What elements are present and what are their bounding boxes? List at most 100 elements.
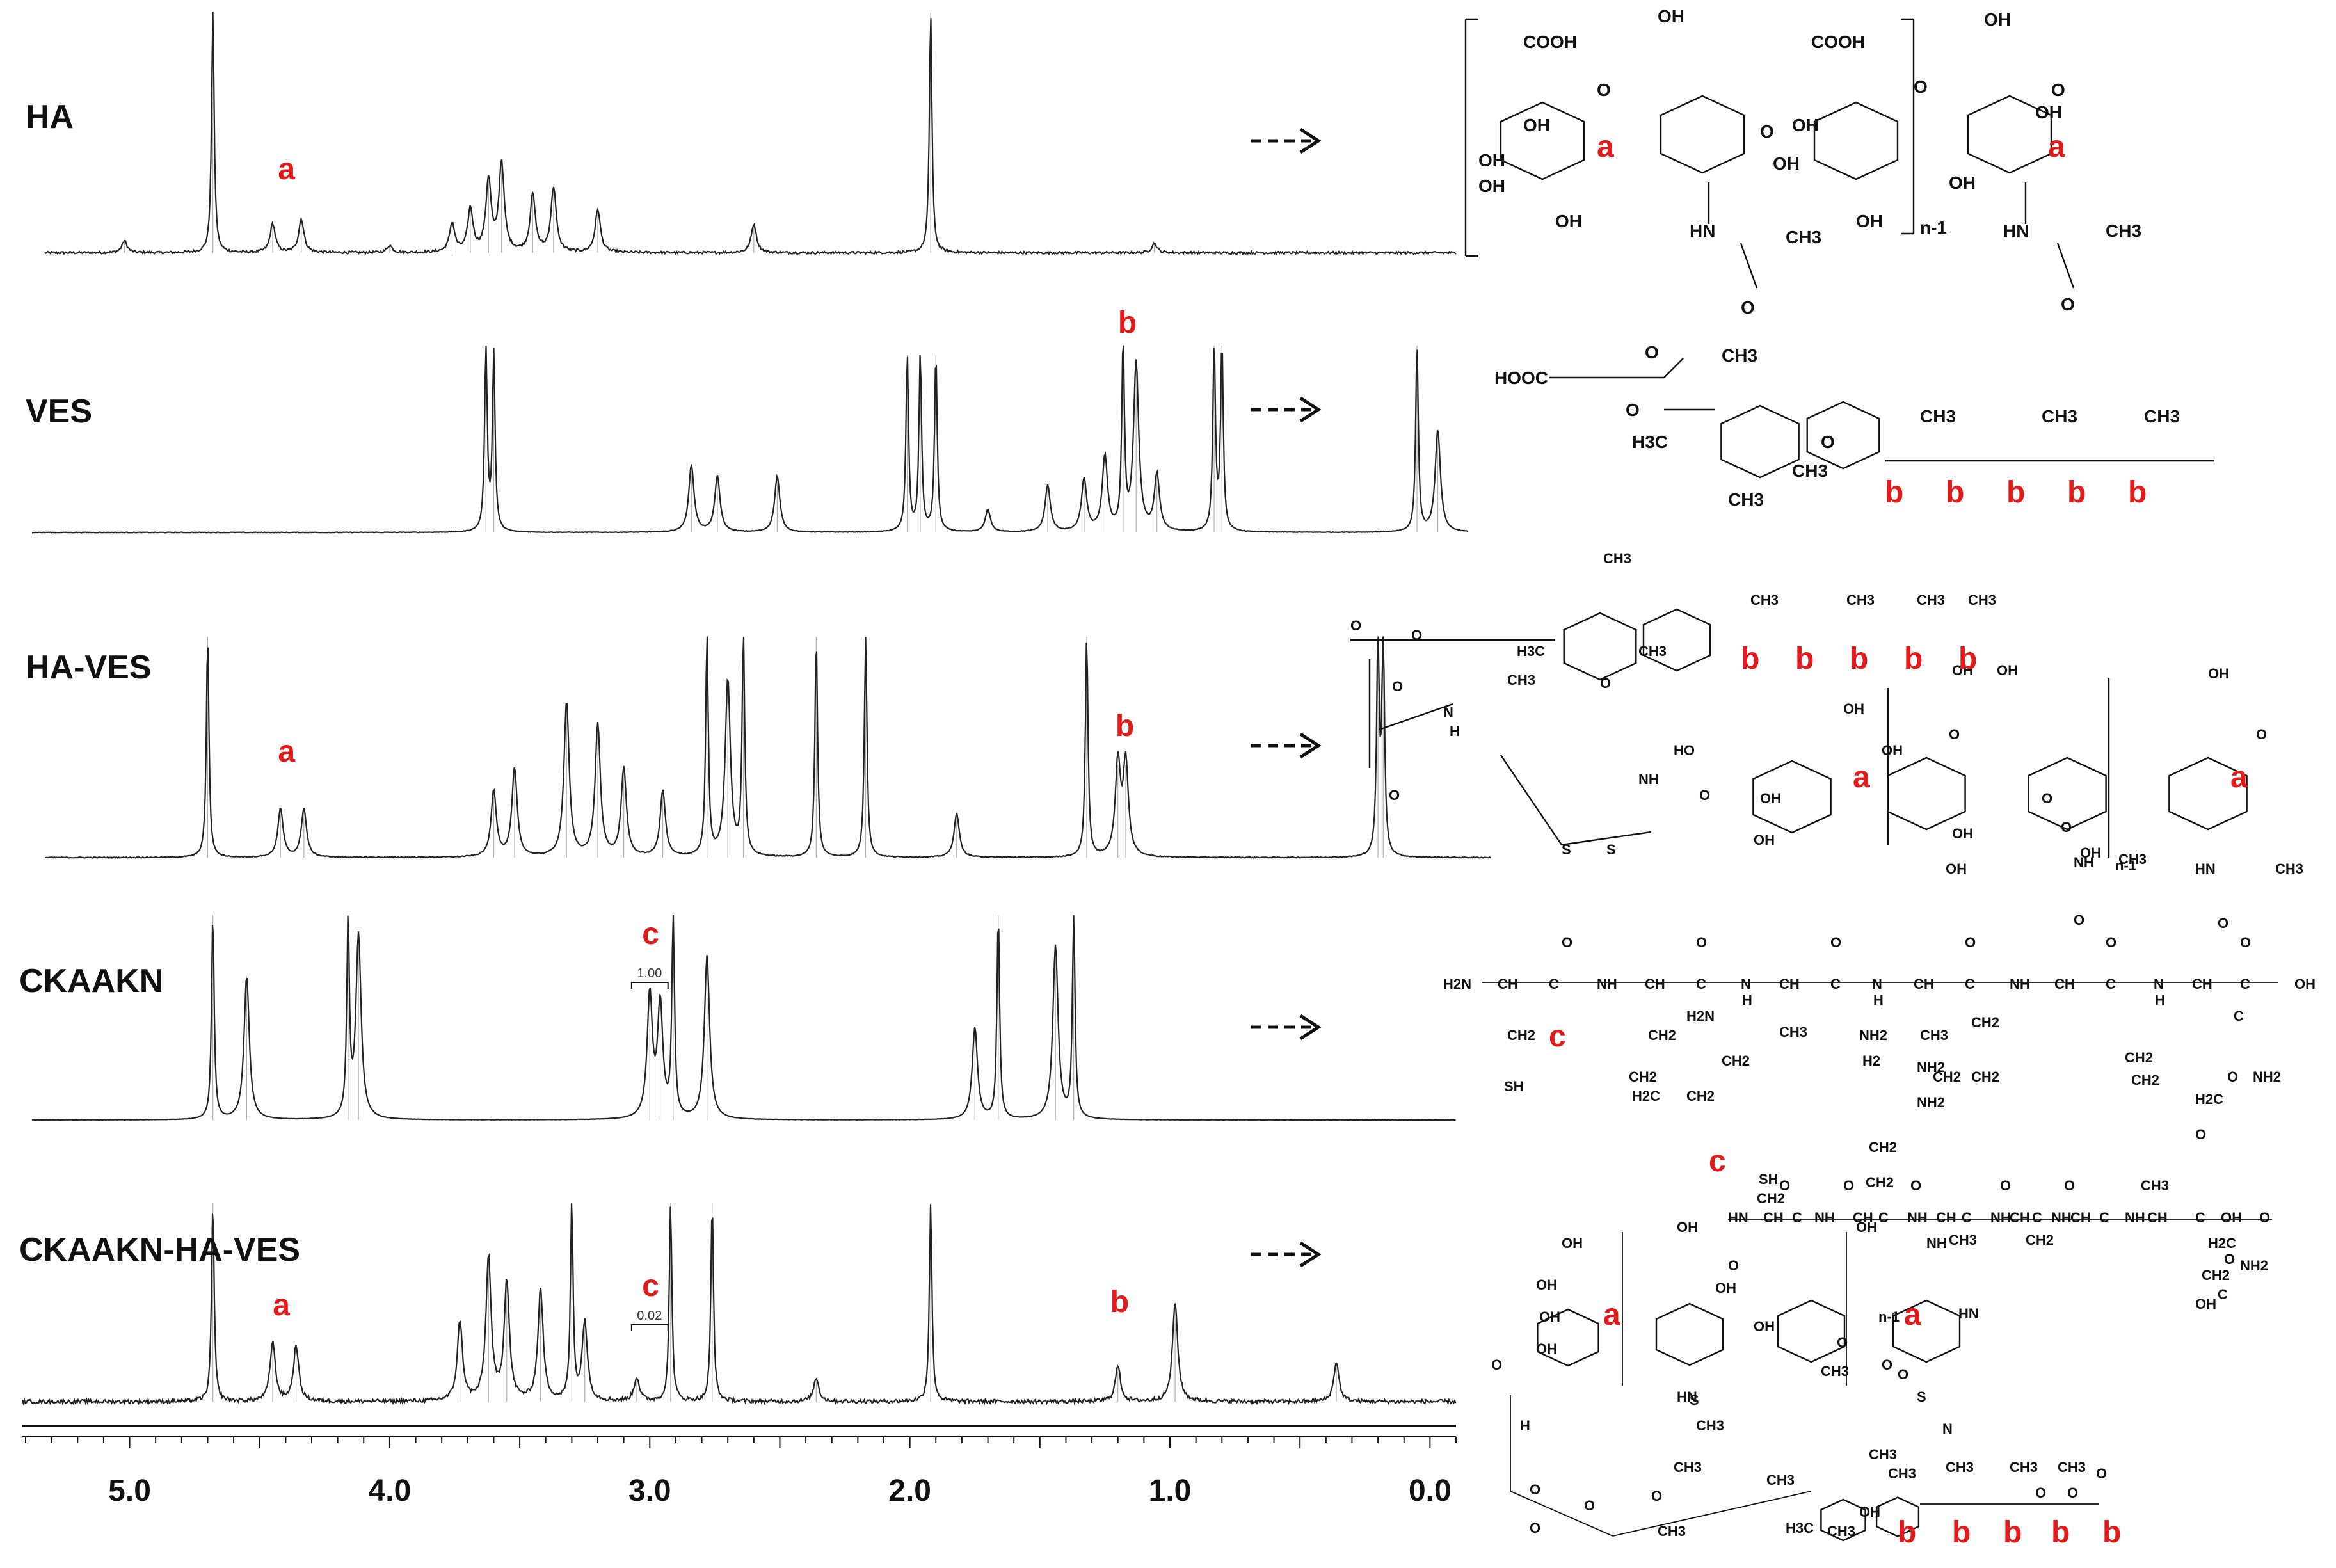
arrow-head bbox=[1299, 396, 1322, 423]
atom-label: C bbox=[1549, 976, 1559, 992]
atom-label: H2 bbox=[1862, 1053, 1880, 1069]
atom-label: NH2 bbox=[2253, 1069, 2281, 1085]
atom-label: OH bbox=[1882, 742, 1903, 758]
atom-label: CH3 bbox=[1786, 227, 1821, 247]
atom-label: OH bbox=[1715, 1280, 1736, 1296]
atom-label: C bbox=[1696, 976, 1706, 992]
atom-label: S bbox=[1562, 842, 1571, 858]
sample-label-ckaakn-ha-ves: CKAAKN-HA-VES bbox=[19, 1231, 300, 1268]
atom-label: O bbox=[1645, 342, 1659, 362]
atom-label: CH bbox=[1779, 976, 1800, 992]
structure-letter-b: b bbox=[1795, 642, 1814, 676]
atom-label: O bbox=[1843, 1178, 1854, 1194]
atom-label: OH bbox=[1478, 176, 1505, 196]
atom-label: CH3 bbox=[1869, 1446, 1897, 1462]
arrow-head bbox=[1299, 1241, 1322, 1268]
atom-label: OH bbox=[1523, 115, 1550, 135]
atom-label: O bbox=[1830, 934, 1841, 950]
atom-label: CH3 bbox=[1696, 1418, 1724, 1434]
ring bbox=[1537, 1308, 1599, 1367]
structure-letter-b: b bbox=[1741, 642, 1759, 676]
atom-label: CH2 bbox=[1686, 1088, 1715, 1104]
ring bbox=[1752, 760, 1832, 834]
atom-label: n-1 bbox=[1920, 218, 1947, 237]
spectrum-ha-ves: HA-VES a b bbox=[26, 636, 1491, 859]
structure-letter-b: b bbox=[2102, 1516, 2121, 1549]
atom-label: NH2 bbox=[2240, 1258, 2268, 1274]
peak-annotation-c: c bbox=[642, 1269, 659, 1303]
atom-label: HN bbox=[1958, 1306, 1979, 1322]
atom-label: HN bbox=[1728, 1210, 1748, 1226]
structure-letter-c: c bbox=[1709, 1144, 1726, 1178]
atom-label: OH bbox=[1536, 1277, 1557, 1293]
atom-label: H3C bbox=[1517, 643, 1545, 659]
arrow-ha bbox=[1251, 127, 1322, 154]
atom-label: HN bbox=[2003, 221, 2029, 241]
atom-label: CH3 bbox=[1779, 1024, 1807, 1040]
atom-label: O bbox=[1600, 675, 1611, 691]
atom-label: C bbox=[2240, 976, 2250, 992]
atom-label: CH2 bbox=[2026, 1232, 2054, 1248]
atom-label: CH3 bbox=[1792, 461, 1828, 481]
atom-label: C bbox=[2106, 976, 2116, 992]
atom-label: OH bbox=[1792, 115, 1819, 135]
atom-label: O bbox=[2067, 1485, 2078, 1501]
structure-letter-b: b bbox=[1958, 642, 1977, 676]
atom-label: C bbox=[2032, 1210, 2042, 1226]
atom-label: CH3 bbox=[1722, 346, 1757, 365]
atom-label: CH bbox=[1645, 976, 1665, 992]
atom-label: NH bbox=[1907, 1210, 1928, 1226]
atom-label: CH2 bbox=[1757, 1190, 1785, 1206]
atom-label: H2N bbox=[1443, 976, 1471, 992]
atom-label: CH3 bbox=[1728, 490, 1764, 509]
atom-label: O bbox=[1530, 1520, 1540, 1536]
spectrum-ckaakn-ha-ves: CKAAKN-HA-VES a b c 0.02 bbox=[19, 1203, 1457, 1406]
atom-label: CH3 bbox=[1674, 1459, 1702, 1475]
arrow-ckaakn bbox=[1251, 1014, 1322, 1041]
atom-label: OH bbox=[1997, 662, 2018, 678]
atom-label: CH3 bbox=[2058, 1459, 2086, 1475]
atom-label: CH2 bbox=[2202, 1267, 2230, 1283]
atom-label: CH3 bbox=[1821, 1363, 1849, 1379]
atom-label: CH3 bbox=[2275, 861, 2303, 877]
atom-label: CH2 bbox=[1866, 1174, 1894, 1190]
atom-label: CH3 bbox=[1968, 592, 1996, 608]
ring bbox=[1820, 1498, 1866, 1542]
atom-label: H2N bbox=[1686, 1008, 1715, 1024]
atom-label: CH3 bbox=[2118, 851, 2147, 867]
structure-letter-b: b bbox=[1885, 476, 1903, 509]
atom-label: CH2 bbox=[2131, 1072, 2159, 1088]
atom-label: OH bbox=[1843, 701, 1864, 717]
atom-label: CH bbox=[1936, 1210, 1956, 1226]
atom-label: O bbox=[1491, 1357, 1502, 1373]
atom-label: CH3 bbox=[1603, 550, 1631, 566]
spectrum-trace-ha bbox=[44, 12, 1457, 256]
atom-label: OH bbox=[1946, 861, 1967, 877]
arrow-ves bbox=[1251, 396, 1322, 423]
atom-label: O bbox=[2195, 1126, 2206, 1142]
ring bbox=[1655, 1302, 1724, 1366]
atom-label: CH3 bbox=[1766, 1472, 1795, 1488]
atom-label: H2C bbox=[2208, 1235, 2236, 1251]
structure-letter-b: b bbox=[1952, 1516, 1971, 1549]
bond bbox=[1561, 831, 1652, 846]
ring bbox=[1720, 404, 1800, 479]
bond bbox=[1500, 755, 1562, 845]
atom-label: SH bbox=[1759, 1171, 1779, 1187]
atom-label: CH bbox=[2010, 1210, 2030, 1226]
atom-label: O bbox=[1562, 934, 1572, 950]
atom-label: O bbox=[1411, 627, 1422, 643]
sample-label-ves: VES bbox=[26, 393, 92, 430]
atom-label: O bbox=[2061, 294, 2075, 314]
atom-label: O bbox=[1779, 1178, 1790, 1194]
ring bbox=[2168, 756, 2248, 831]
atom-label: O bbox=[2061, 819, 2072, 835]
structure-letter-a: a bbox=[1603, 1298, 1620, 1332]
atom-label: O bbox=[1837, 1334, 1848, 1350]
atom-label: H3C bbox=[1786, 1520, 1814, 1536]
atom-label: O bbox=[1696, 934, 1707, 950]
atom-label: OH bbox=[2080, 845, 2101, 861]
atom-label: CH3 bbox=[1658, 1523, 1686, 1539]
